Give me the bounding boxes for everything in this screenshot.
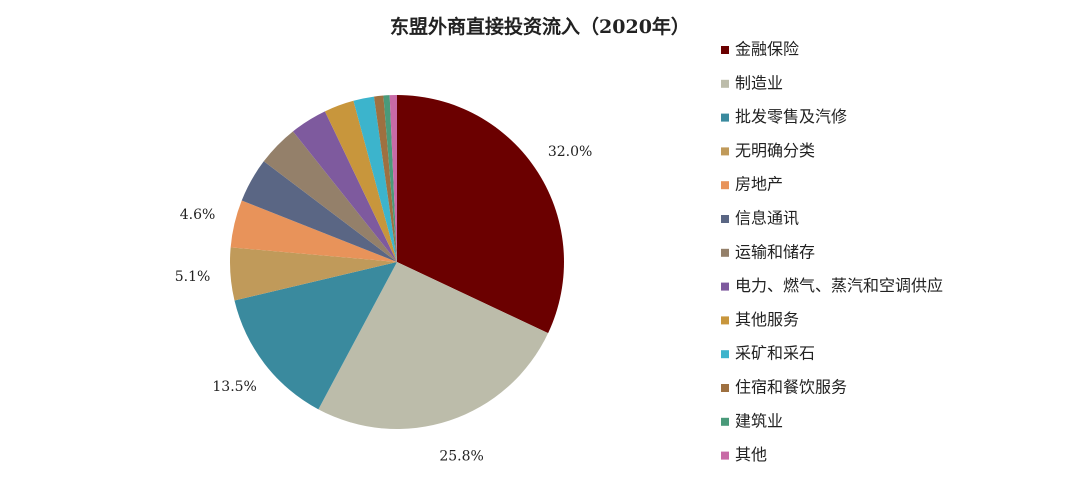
legend-label: 房地产 (735, 175, 783, 194)
legend-swatch (721, 282, 729, 291)
legend-label: 其他 (735, 445, 767, 464)
chart-title: 东盟外商直接投资流入（2020年） (390, 15, 690, 38)
legend-label: 制造业 (735, 73, 783, 92)
legend-swatch (721, 79, 729, 88)
data-label: 4.6% (180, 207, 216, 223)
legend-label: 信息通讯 (735, 209, 799, 228)
legend-label: 建筑业 (735, 411, 783, 430)
pie-slice (383, 95, 397, 262)
pie-slice (373, 95, 397, 262)
pie-slice (230, 200, 397, 262)
legend-label: 无明确分类 (735, 141, 815, 160)
pie-slice (389, 95, 397, 262)
pie-slice (263, 131, 397, 262)
legend-swatch (721, 248, 729, 257)
pie-slice (353, 96, 397, 262)
pie-slice (318, 262, 549, 429)
legend-swatch (721, 147, 729, 156)
pie-slice (234, 262, 397, 410)
legend-label: 电力、燃气、蒸汽和空调供应 (735, 276, 943, 295)
legend-label: 批发零售及汽修 (735, 107, 847, 126)
legend-swatch (721, 451, 729, 460)
legend-label: 其他服务 (735, 310, 799, 329)
legend-swatch (721, 384, 729, 392)
legend-swatch (721, 181, 729, 190)
pie-slice (324, 100, 397, 262)
pie-slice (292, 111, 397, 262)
legend-swatch (721, 350, 729, 359)
legend-swatch (721, 215, 729, 223)
pie-slice (241, 161, 397, 262)
legend-label: 住宿和餐饮服务 (735, 378, 847, 397)
legend-label: 运输和储存 (735, 242, 815, 261)
legend-label: 采矿和采石 (735, 344, 815, 363)
legend-swatch (721, 113, 729, 122)
legend-swatch (721, 46, 729, 54)
pie-slice (230, 247, 397, 301)
data-label: 13.5% (212, 379, 256, 395)
legend-label: 金融保险 (735, 40, 799, 59)
data-label: 25.8% (439, 449, 483, 465)
legend-swatch (721, 316, 729, 325)
pie-slice (397, 95, 564, 334)
data-label: 32.0% (548, 144, 592, 160)
legend-swatch (721, 417, 729, 426)
data-label: 5.1% (175, 269, 211, 285)
